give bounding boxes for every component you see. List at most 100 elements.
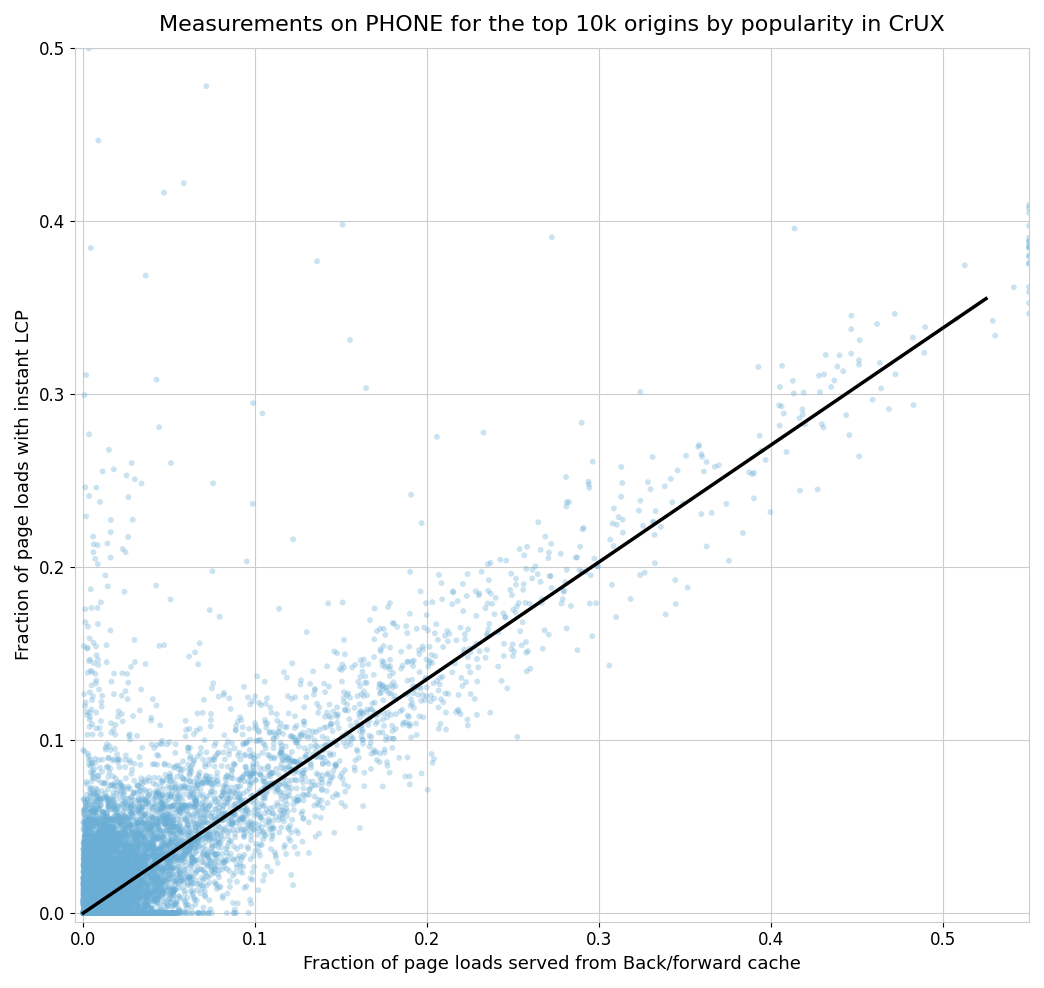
Point [90,858,106,873]
Point [82,873,99,889]
Point [123,883,140,899]
Point [104,905,121,921]
Point [193,776,210,791]
Point [98,905,115,921]
Point [81,893,98,909]
Point [98,808,115,824]
Point [111,905,127,921]
Point [119,844,136,860]
Point [423,694,440,709]
Point [124,905,141,921]
Point [117,905,134,921]
Point [111,876,127,892]
Point [90,617,106,632]
Point [515,615,531,630]
Point [79,905,96,921]
Point [631,503,647,519]
Point [100,847,117,863]
Point [91,905,108,921]
Point [135,861,151,876]
Point [179,825,195,841]
Point [77,905,94,921]
Point [86,905,102,921]
Point [77,860,94,875]
Point [399,707,416,723]
Point [257,781,274,796]
Point [102,884,119,900]
Point [155,887,171,903]
Point [92,905,109,921]
Point [114,878,130,894]
Point [106,905,123,921]
Point [97,739,114,755]
Point [75,844,92,860]
Point [203,824,219,840]
Point [85,905,101,921]
Point [111,847,127,863]
Point [160,810,176,826]
Point [111,886,127,902]
Point [118,845,135,861]
Point [208,810,224,826]
Point [105,901,122,917]
Point [82,890,99,906]
Point [132,872,148,888]
Point [144,861,161,876]
Point [81,905,98,921]
Point [102,905,119,921]
Point [79,905,96,921]
Point [173,801,190,817]
Point [85,905,101,921]
Point [1021,205,1038,220]
Point [96,868,113,884]
Point [90,862,106,877]
Point [104,791,121,807]
Point [353,704,370,720]
Point [76,905,93,921]
Point [98,864,115,880]
Point [294,766,311,782]
Point [76,828,93,844]
Point [100,851,117,866]
Point [97,905,114,921]
Point [86,899,102,915]
Point [80,887,97,903]
Point [80,905,97,921]
Point [89,878,105,894]
Point [185,852,201,867]
Point [87,905,103,921]
Point [272,715,289,731]
Point [81,905,98,921]
Point [100,893,117,909]
Point [97,905,114,921]
Point [80,847,97,863]
Point [102,905,119,921]
Point [162,818,179,834]
Point [87,905,103,921]
Point [88,905,104,921]
Point [113,905,129,921]
Point [80,862,97,877]
Point [392,703,408,719]
Point [97,885,114,901]
Point [81,905,98,921]
Point [89,905,105,921]
Point [130,799,147,815]
Point [82,905,99,921]
Point [375,705,392,721]
Point [139,851,156,866]
Point [87,905,103,921]
Point [103,884,120,900]
Point [250,733,266,749]
Point [99,905,116,921]
Point [79,894,96,910]
Point [104,840,121,856]
Point [195,877,212,893]
Point [92,818,109,834]
Point [93,871,110,887]
Point [147,804,164,820]
Point [146,843,163,859]
Point [86,905,102,921]
Point [78,876,95,892]
Point [103,859,120,874]
